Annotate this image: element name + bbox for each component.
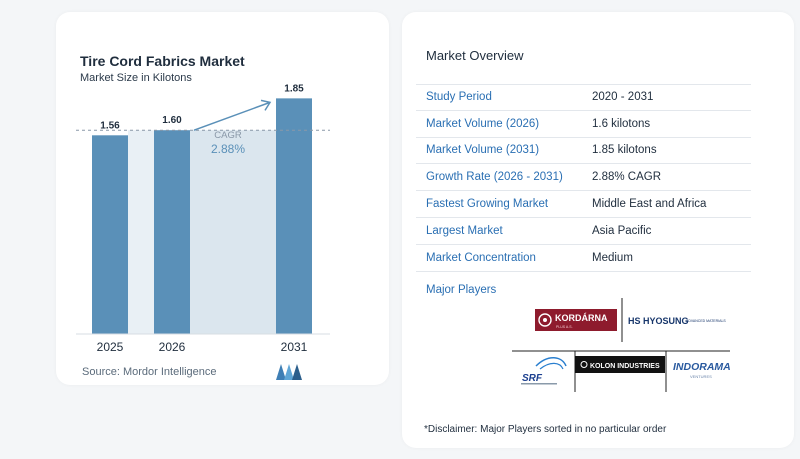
growth-gap-region [190,130,276,334]
gap-band [128,130,154,334]
mordor-logo-icon [276,364,302,380]
x-tick-label: 2031 [281,340,308,354]
major-players-title: Major Players [426,284,497,296]
kolon-logo: KOLON INDUSTRIES [575,356,665,373]
svg-text:VENTURES: VENTURES [690,374,712,379]
bar-2026 [154,130,190,334]
overview-row: Market Concentration Medium [416,245,751,272]
hyosung-logo: HS HYOSUNG ADVANCED MATERIALS [628,316,726,326]
svg-text:INDORAMA: INDORAMA [673,361,731,373]
svg-text:KOLON INDUSTRIES: KOLON INDUSTRIES [590,363,660,370]
overview-label: Study Period [426,91,492,104]
source-text: Source: Mordor Intelligence [82,366,217,378]
overview-label: Market Volume (2031) [426,144,540,157]
svg-text:HYOSUNG: HYOSUNG [643,316,689,326]
bar-value-label: 1.60 [162,115,182,126]
overview-value: 1.85 kilotons [592,144,657,157]
cagr-label: CAGR [214,130,242,141]
overview-row: Growth Rate (2026 - 2031) 2.88% CAGR [416,164,751,192]
svg-text:KORDÁRNA: KORDÁRNA [555,313,608,323]
overview-row: Market Volume (2031) 1.85 kilotons [416,138,751,165]
overview-value: Asia Pacific [592,224,652,237]
chart-subtitle: Market Size in Kilotons [80,72,192,84]
overview-label: Fastest Growing Market [426,198,549,211]
x-tick-label: 2026 [159,340,186,354]
bar-value-label: 1.85 [284,83,304,94]
svg-text:SRF: SRF [522,373,543,384]
indorama-logo: INDORAMA VENTURES [673,361,731,379]
overview-value: Medium [592,251,633,264]
overview-label: Growth Rate (2026 - 2031) [426,171,563,184]
svg-text:PLUS A.S.: PLUS A.S. [556,325,573,329]
overview-row: Market Volume (2026) 1.6 kilotons [416,111,751,138]
svg-text:HS: HS [628,316,641,326]
overview-title: Market Overview [426,48,524,63]
x-tick-label: 2025 [97,340,124,354]
kordarna-logo: KORDÁRNA PLUS A.S. [535,309,617,331]
bar-2031 [276,98,312,334]
overview-table: Study Period 2020 - 2031 Market Volume (… [416,84,751,272]
overview-row: Study Period 2020 - 2031 [416,84,751,111]
cagr-arrow-line [193,101,271,131]
overview-label: Market Volume (2026) [426,117,540,130]
overview-label: Largest Market [426,224,503,237]
bar-2025 [92,135,128,334]
srf-logo: SRF [521,357,567,385]
cagr-value: 2.88% [211,142,245,156]
chart-title: Tire Cord Fabrics Market [80,53,245,69]
overview-row: Fastest Growing Market Middle East and A… [416,191,751,218]
overview-value: 1.6 kilotons [592,117,651,130]
svg-text:ADVANCED MATERIALS: ADVANCED MATERIALS [686,319,726,323]
cagr-arrow-head [260,99,272,111]
overview-value: 2.88% CAGR [592,171,662,184]
overview-value: Middle East and Africa [592,198,707,211]
overview-label: Market Concentration [426,251,536,264]
overview-row: Largest Market Asia Pacific [416,218,751,245]
disclaimer-text: *Disclaimer: Major Players sorted in no … [424,424,667,435]
overview-value: 2020 - 2031 [592,91,654,104]
bar-value-label: 1.56 [100,120,120,131]
